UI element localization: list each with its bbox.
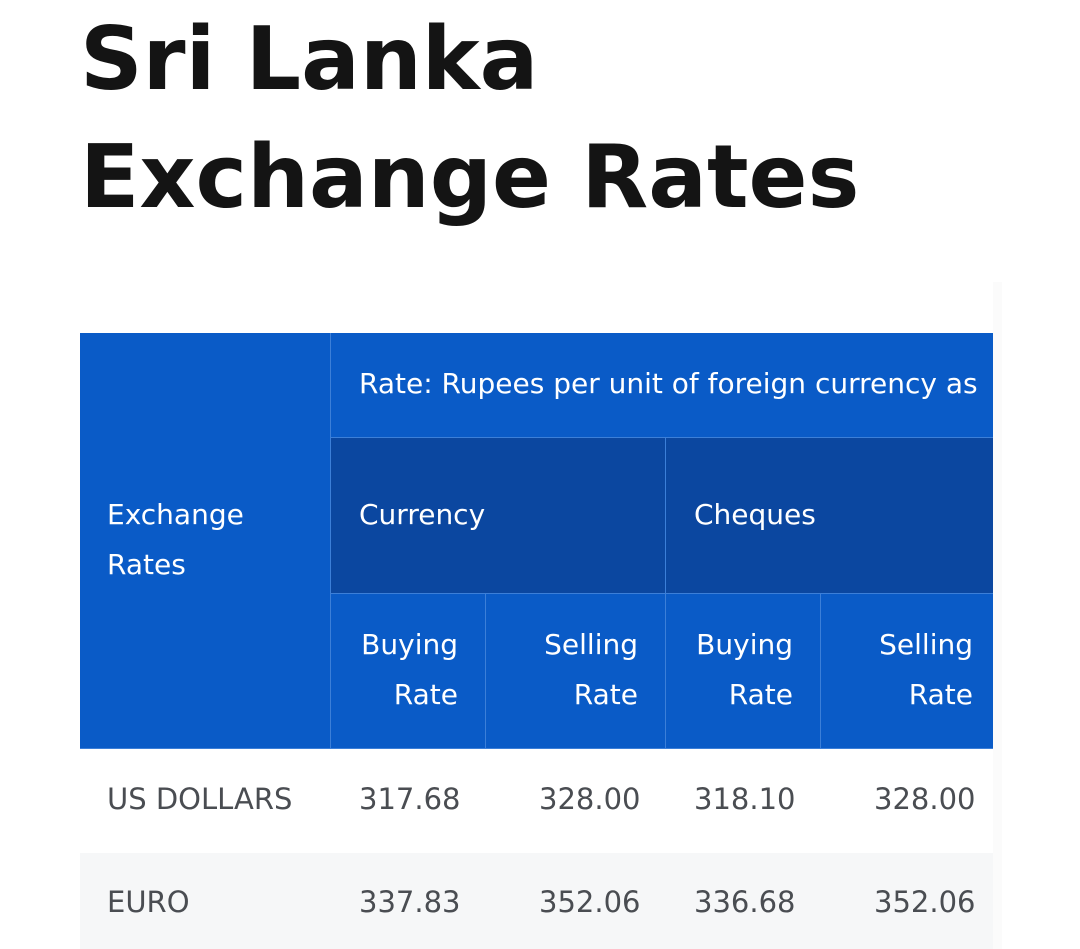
column-header-cheques-selling: Selling Rate [821,594,993,749]
column-header-currency-buying: Buying Rate [331,594,486,749]
row-currency-selling: 328.00 [539,782,641,816]
column-header-label: Selling Rate [544,628,638,711]
table-scroll-edge[interactable] [993,282,1002,949]
subgroup-cheques-label: Cheques [694,498,816,531]
row-currency-selling: 352.06 [539,885,641,919]
corner-header: Exchange Rates [80,333,331,749]
subgroup-currency-label: Currency [359,498,486,531]
exchange-rates-table: Exchange Rates Rate: Rupees per unit of … [80,333,993,949]
group-header: Rate: Rupees per unit of foreign currenc… [331,333,993,438]
subgroup-currency: Currency [331,438,666,594]
row-currency-name: EURO [107,885,190,919]
row-cheques-selling: 328.00 [874,782,976,816]
row-currency-buying: 317.68 [359,782,461,816]
column-header-cheques-buying: Buying Rate [666,594,821,749]
row-cheques-selling: 352.06 [874,885,976,919]
column-header-label: Buying Rate [696,628,793,711]
table-row: US DOLLARS 317.68 328.00 318.10 328.00 [80,749,993,853]
row-cheques-buying: 318.10 [694,782,796,816]
subgroup-cheques: Cheques [666,438,993,594]
row-cheques-buying: 336.68 [694,885,796,919]
column-header-label: Buying Rate [361,628,458,711]
page-title: Sri Lanka Exchange Rates [80,8,860,228]
group-header-label: Rate: Rupees per unit of foreign currenc… [359,367,978,400]
row-currency-buying: 337.83 [359,885,461,919]
table-row: EURO 337.83 352.06 336.68 352.06 [80,853,993,949]
corner-header-label: Exchange Rates [107,498,244,581]
column-header-currency-selling: Selling Rate [486,594,666,749]
row-currency-name: US DOLLARS [107,782,293,816]
column-header-label: Selling Rate [879,628,973,711]
